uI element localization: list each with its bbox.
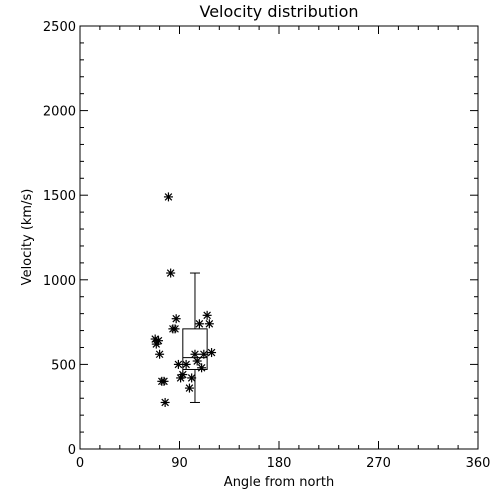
data-point (163, 192, 173, 202)
x-tick-label: 0 (76, 456, 84, 471)
data-point (192, 356, 202, 366)
data-point (178, 370, 188, 380)
axis-ticks (79, 25, 479, 450)
y-tick-label: 0 (68, 443, 76, 458)
x-axis-label: Angle from north (224, 475, 334, 490)
data-point (184, 383, 194, 393)
data-point (187, 373, 197, 383)
data-point (190, 349, 200, 359)
plot-frame (79, 25, 479, 450)
scatter-points (150, 192, 217, 407)
data-point (155, 349, 165, 359)
data-point (173, 359, 183, 369)
data-point (153, 336, 163, 346)
boxplot-box (182, 328, 208, 370)
x-tick-label: 180 (267, 456, 292, 471)
data-point (197, 363, 207, 373)
tick-labels: 0 90 180 270 360 0 500 1000 1500 2000 2500 (43, 20, 491, 471)
data-point (204, 319, 214, 329)
data-point (199, 349, 209, 359)
data-point (207, 348, 217, 358)
boxplot (182, 272, 208, 403)
x-tick-label: 360 (466, 456, 491, 471)
y-tick-label: 2500 (43, 20, 76, 35)
data-point (181, 359, 191, 369)
y-tick-label: 2000 (43, 105, 76, 120)
chart-title: Velocity distribution (199, 2, 358, 21)
x-tick-label: 90 (171, 456, 188, 471)
y-axis-label: Velocity (km/s) (20, 189, 35, 286)
data-point (194, 319, 204, 329)
x-tick-label: 270 (366, 456, 391, 471)
y-tick-label: 1000 (43, 274, 76, 289)
data-point (159, 376, 169, 386)
data-point (171, 314, 181, 324)
data-point (160, 397, 170, 407)
data-point (202, 310, 212, 320)
y-tick-label: 500 (51, 358, 76, 373)
y-tick-label: 1500 (43, 189, 76, 204)
data-point (166, 268, 176, 278)
data-point (170, 324, 180, 334)
